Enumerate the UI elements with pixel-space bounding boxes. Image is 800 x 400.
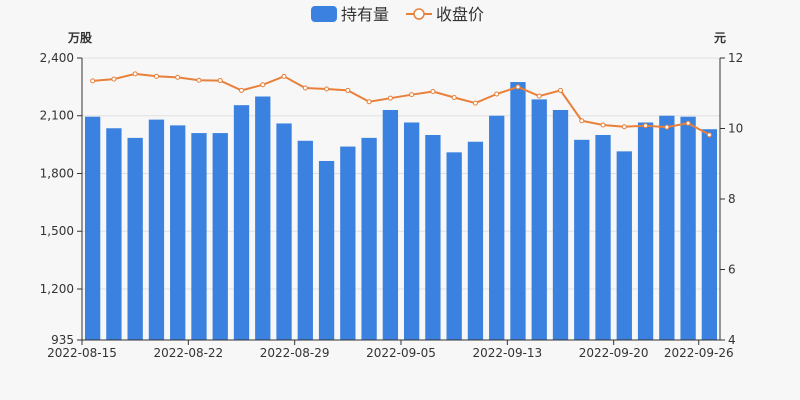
price-point bbox=[494, 91, 500, 97]
price-point bbox=[366, 99, 372, 105]
price-line-path bbox=[92, 72, 710, 136]
bar bbox=[489, 115, 505, 340]
left-tick-label: 1,200 bbox=[40, 282, 74, 296]
price-point bbox=[302, 85, 308, 91]
x-tick-label: 2022-09-05 bbox=[366, 346, 436, 360]
right-tick-label: 8 bbox=[728, 192, 736, 206]
bar bbox=[84, 116, 101, 340]
bar bbox=[659, 115, 675, 340]
price-point bbox=[217, 78, 223, 84]
bar bbox=[127, 137, 143, 340]
bar bbox=[467, 141, 484, 340]
bar bbox=[552, 109, 569, 341]
price-point bbox=[664, 124, 670, 130]
price-point bbox=[387, 95, 393, 101]
bar bbox=[170, 125, 186, 341]
legend-item-holdings[interactable]: 持有量 bbox=[311, 5, 389, 24]
bar bbox=[701, 129, 718, 340]
bar bbox=[531, 99, 547, 340]
bar bbox=[318, 160, 335, 340]
left-tick-label: 935 bbox=[51, 333, 74, 347]
price-point bbox=[239, 87, 244, 93]
bar bbox=[616, 151, 632, 340]
price-point bbox=[472, 100, 478, 106]
price-point bbox=[175, 74, 181, 80]
legend-swatch-holdings bbox=[311, 6, 337, 22]
price-point bbox=[196, 77, 202, 83]
price-point bbox=[324, 86, 330, 92]
bar bbox=[595, 134, 611, 340]
bar bbox=[510, 82, 526, 340]
price-point bbox=[430, 88, 436, 94]
price-point bbox=[579, 118, 585, 124]
price-point bbox=[132, 71, 138, 77]
price-point bbox=[111, 76, 117, 82]
right-tick-label: 10 bbox=[728, 122, 743, 136]
price-point bbox=[451, 94, 457, 100]
legend: 持有量 收盘价 bbox=[311, 5, 484, 24]
right-tick-label: 4 bbox=[728, 333, 736, 347]
right-axis-unit: 元 bbox=[714, 31, 726, 45]
price-point bbox=[153, 73, 159, 79]
right-axis-labels: 4 6 8 10 12 bbox=[728, 51, 743, 347]
left-tick-label: 1,500 bbox=[40, 224, 74, 238]
bar bbox=[361, 137, 377, 340]
left-tick-label: 2,100 bbox=[40, 109, 74, 123]
bars bbox=[84, 82, 718, 341]
bar bbox=[574, 139, 590, 340]
price-point bbox=[536, 93, 542, 99]
bar bbox=[425, 134, 441, 340]
bar bbox=[680, 116, 696, 340]
bar bbox=[106, 128, 122, 340]
price-point bbox=[685, 120, 691, 126]
legend-label-holdings: 持有量 bbox=[341, 5, 389, 24]
bar bbox=[191, 133, 207, 340]
bar bbox=[403, 122, 420, 340]
legend-label-close-price: 收盘价 bbox=[436, 5, 484, 24]
left-axis-unit: 万股 bbox=[67, 30, 93, 45]
bar bbox=[212, 133, 228, 340]
x-tick-label: 2022-09-26 bbox=[664, 346, 734, 360]
price-point bbox=[90, 78, 96, 84]
grid bbox=[82, 57, 720, 290]
x-tick-label: 2022-08-22 bbox=[153, 346, 223, 360]
x-axis-labels: 2022-08-15 2022-08-22 2022-08-29 2022-09-05… bbox=[47, 346, 733, 360]
legend-item-close-price[interactable]: 收盘价 bbox=[406, 5, 484, 24]
price-point bbox=[706, 132, 712, 138]
price-point bbox=[643, 123, 649, 129]
bar bbox=[276, 123, 292, 340]
price-point bbox=[260, 82, 266, 88]
price-point bbox=[345, 87, 351, 93]
bar bbox=[382, 109, 399, 341]
price-point bbox=[558, 87, 563, 93]
left-tick-label: 2,400 bbox=[40, 51, 74, 65]
price-point bbox=[621, 124, 627, 130]
price-line bbox=[90, 71, 712, 138]
bar bbox=[446, 152, 462, 340]
bar bbox=[637, 122, 654, 340]
axes bbox=[77, 57, 725, 345]
x-tick-label: 2022-09-13 bbox=[472, 346, 542, 360]
left-tick-label: 1,800 bbox=[40, 166, 74, 180]
x-tick-label: 2022-08-29 bbox=[260, 346, 330, 360]
left-axis-labels: 935 1,200 1,500 1,800 2,100 2,400 bbox=[40, 51, 74, 347]
price-point bbox=[515, 84, 521, 90]
price-point bbox=[281, 73, 287, 79]
bar bbox=[233, 105, 250, 341]
bar bbox=[148, 119, 165, 341]
bar bbox=[255, 96, 271, 340]
right-tick-label: 6 bbox=[728, 263, 736, 277]
x-tick-label: 2022-08-15 bbox=[47, 346, 117, 360]
bar bbox=[297, 140, 313, 340]
x-tick-label: 2022-09-20 bbox=[579, 346, 649, 360]
price-point bbox=[600, 122, 606, 128]
price-point bbox=[409, 92, 415, 98]
bar bbox=[340, 146, 356, 340]
legend-marker-close-price bbox=[413, 8, 425, 20]
right-tick-label: 12 bbox=[728, 51, 743, 65]
